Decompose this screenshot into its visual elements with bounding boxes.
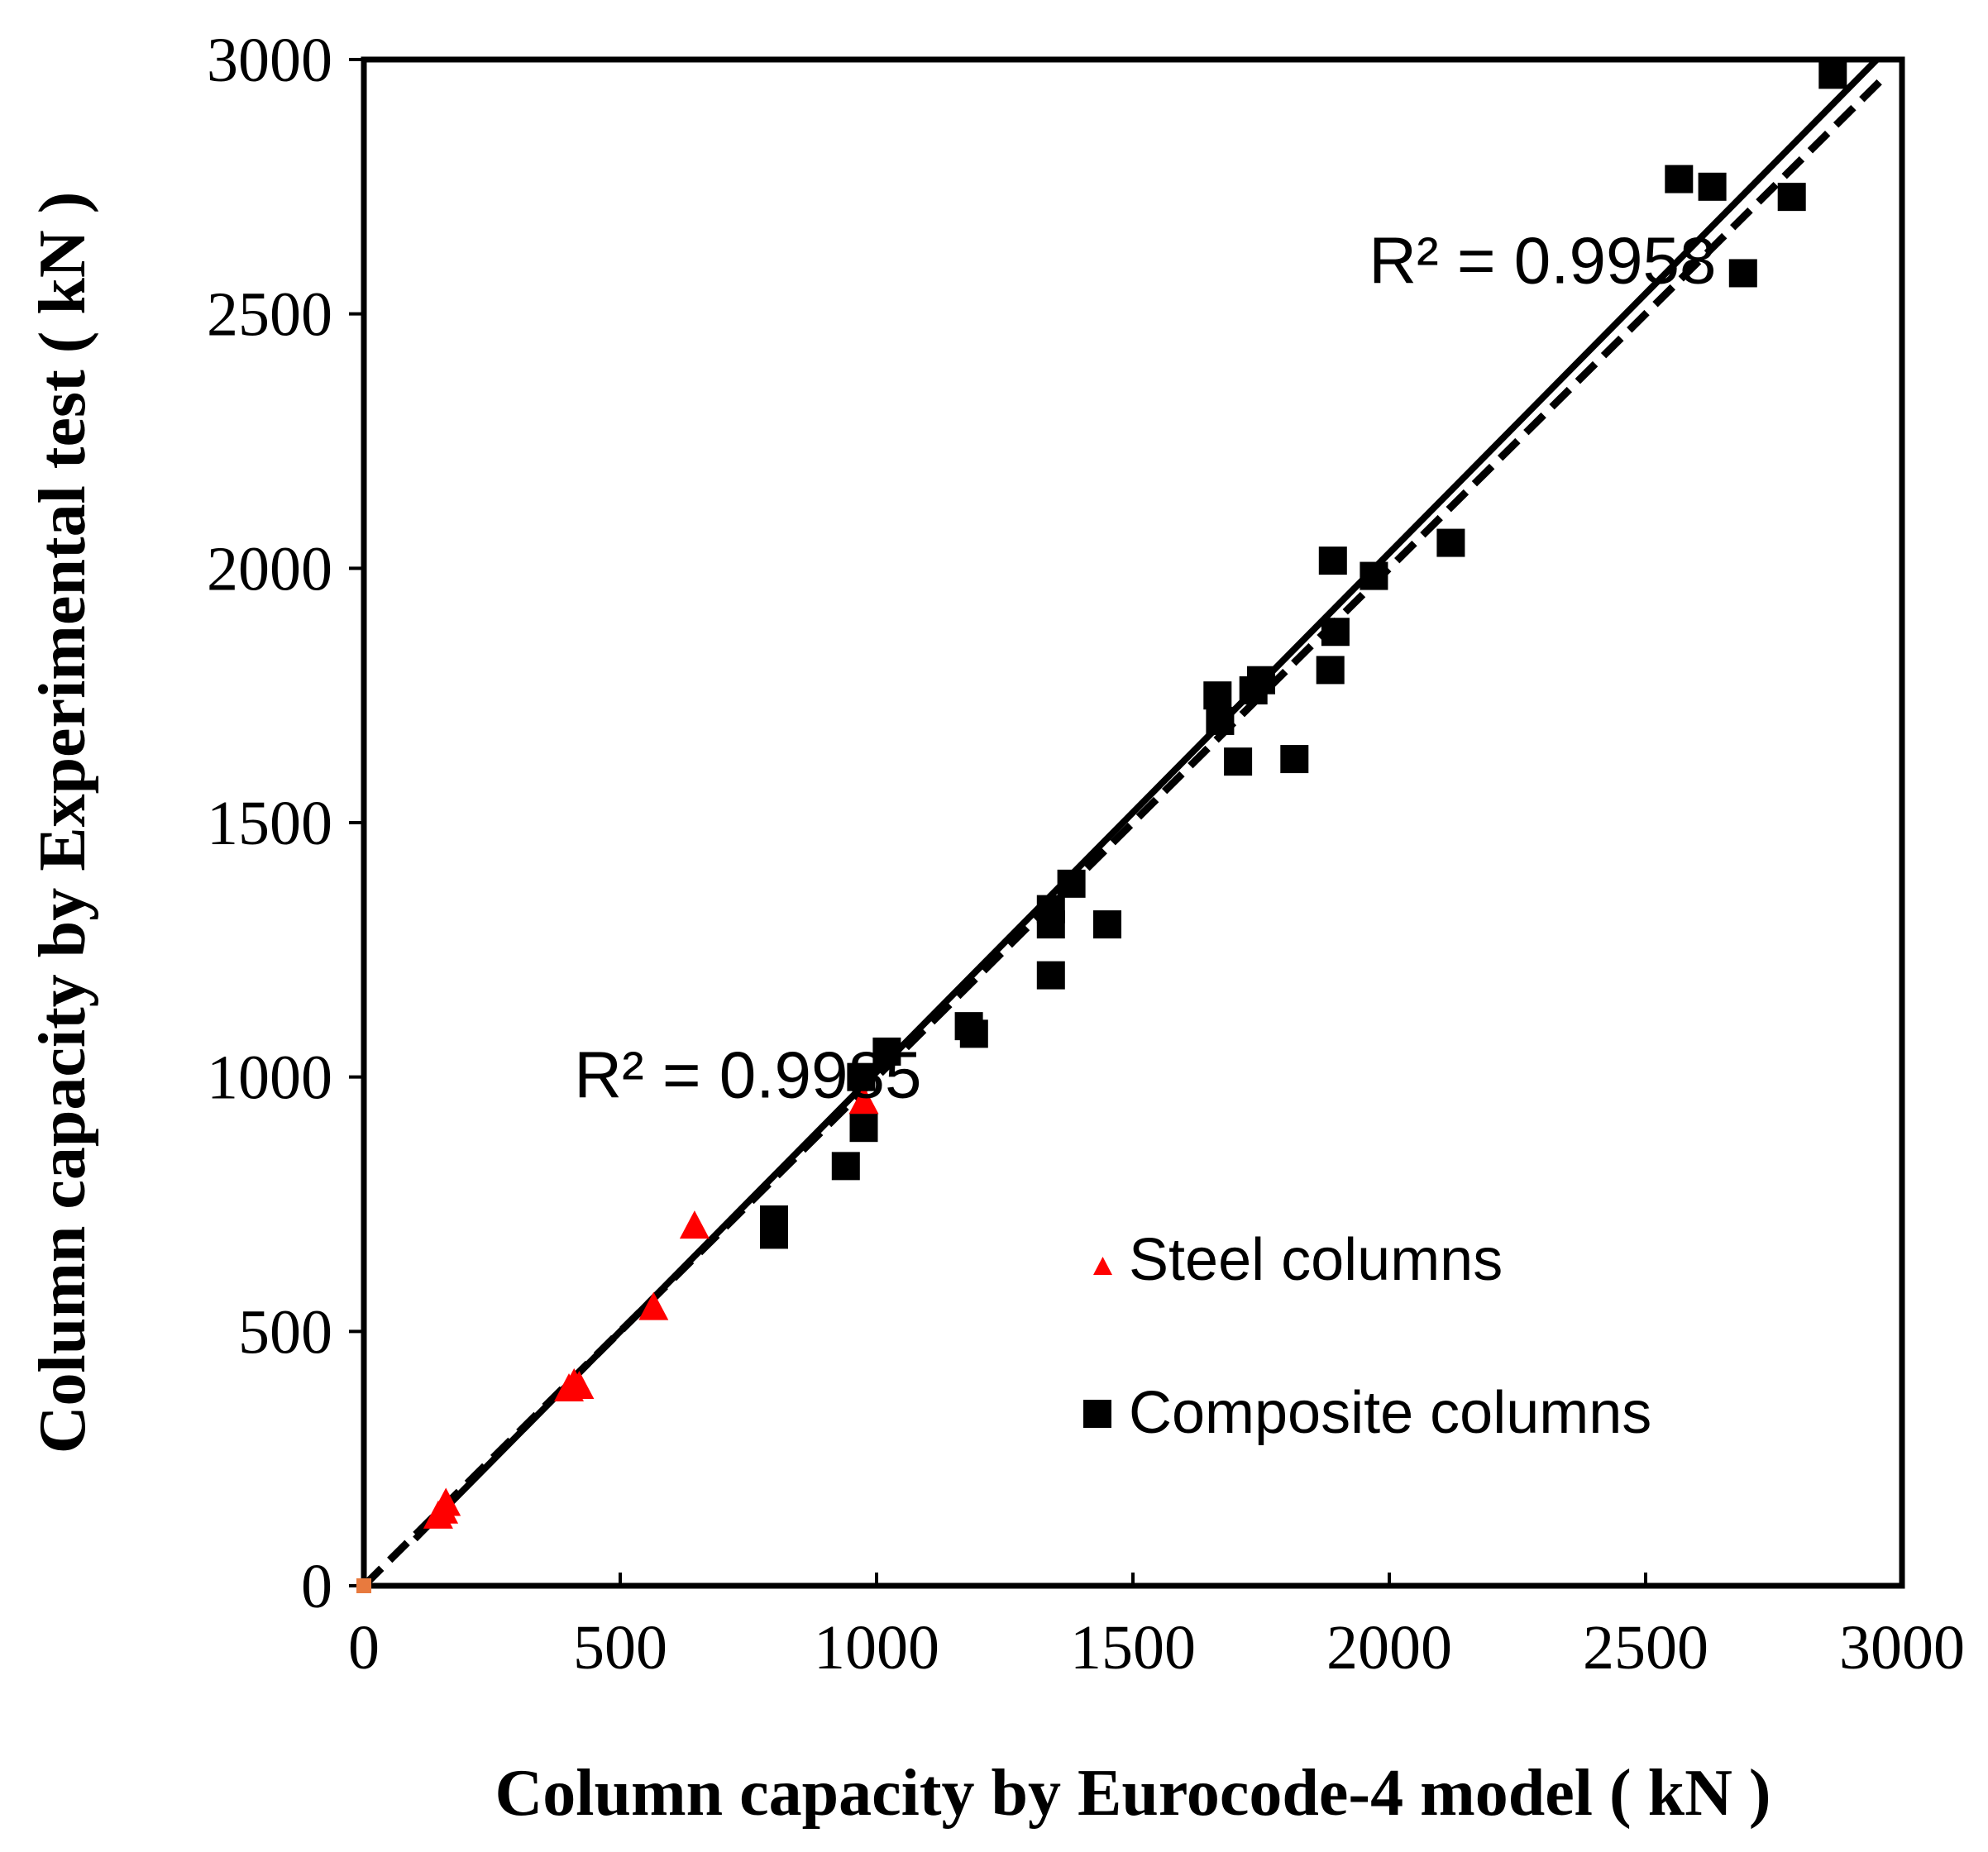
x-tick-label: 1000 <box>814 1613 939 1683</box>
legend: Steel columns Composite columns <box>1083 1227 1651 1446</box>
steel-column-point <box>564 1370 595 1399</box>
steel-column-point <box>638 1291 669 1320</box>
composite-column-point <box>1093 910 1121 939</box>
composite-column-point <box>1316 656 1345 685</box>
composite-column-point <box>847 1062 876 1091</box>
legend-marker-composite <box>1083 1400 1111 1428</box>
x-tick-label: 0 <box>348 1613 380 1683</box>
composite-column-point <box>1036 961 1065 990</box>
composite-column-point <box>760 1220 788 1249</box>
y-tick-label: 500 <box>238 1297 332 1367</box>
legend-marker-steel <box>1093 1257 1112 1275</box>
y-tick-label: 1500 <box>207 789 332 858</box>
x-tick-label: 2500 <box>1583 1613 1708 1683</box>
legend-label-steel: Steel columns <box>1129 1227 1503 1293</box>
y-tick-label: 3000 <box>207 26 332 95</box>
x-tick-label: 2000 <box>1326 1613 1452 1683</box>
composite-column-point <box>872 1037 901 1066</box>
steel-column-point <box>679 1210 710 1239</box>
composite-column-point <box>1698 172 1727 201</box>
y-tick-label: 1000 <box>207 1043 332 1113</box>
y-axis-title: Column capacity by Experimental test ( k… <box>26 192 99 1454</box>
x-axis-ticks: 0 500 1000 1500 2000 2500 3000 <box>348 1573 1965 1683</box>
composite-column-point <box>1280 745 1309 774</box>
composite-column-point <box>1360 561 1388 590</box>
composite-column-point <box>1818 60 1847 89</box>
composite-column-point <box>1036 910 1065 939</box>
composite-column-point <box>959 1019 988 1048</box>
composite-column-point <box>1665 165 1694 193</box>
x-axis-title: Column capacity by Eurocode-4 model ( kN… <box>495 1757 1771 1830</box>
composite-column-point <box>1318 547 1347 575</box>
y-tick-label: 2500 <box>207 280 332 350</box>
composite-column-point <box>1057 869 1086 898</box>
origin-marker <box>356 1578 371 1593</box>
steel-column-point <box>848 1086 879 1115</box>
composite-column-point <box>1224 747 1253 776</box>
data-points <box>356 60 1847 1593</box>
composite-column-point <box>831 1152 860 1181</box>
legend-label-composite: Composite columns <box>1129 1380 1651 1446</box>
r-squared-steel: R² = 0.9985 <box>574 1038 921 1111</box>
x-tick-label: 1500 <box>1070 1613 1196 1683</box>
composite-column-point <box>1321 618 1350 647</box>
steel-column-point <box>428 1495 459 1524</box>
trendline-composite <box>361 77 1885 1589</box>
composite-column-point <box>1436 528 1465 557</box>
composite-column-point <box>1777 183 1806 212</box>
composite-column-point <box>1728 259 1757 288</box>
composite-column-point <box>1247 666 1275 694</box>
r-squared-composite: R² = 0.9958 <box>1369 224 1716 298</box>
trendlines <box>361 57 1885 1589</box>
y-tick-label: 2000 <box>207 534 332 604</box>
y-axis-ticks: 0 500 1000 1500 2000 2500 3000 <box>207 26 364 1621</box>
composite-column-point <box>1203 681 1232 710</box>
composite-column-point <box>849 1114 878 1143</box>
y-tick-label: 0 <box>301 1552 332 1621</box>
composite-column-point <box>1206 706 1235 735</box>
x-tick-label: 500 <box>573 1613 667 1683</box>
x-tick-label: 3000 <box>1839 1613 1965 1683</box>
